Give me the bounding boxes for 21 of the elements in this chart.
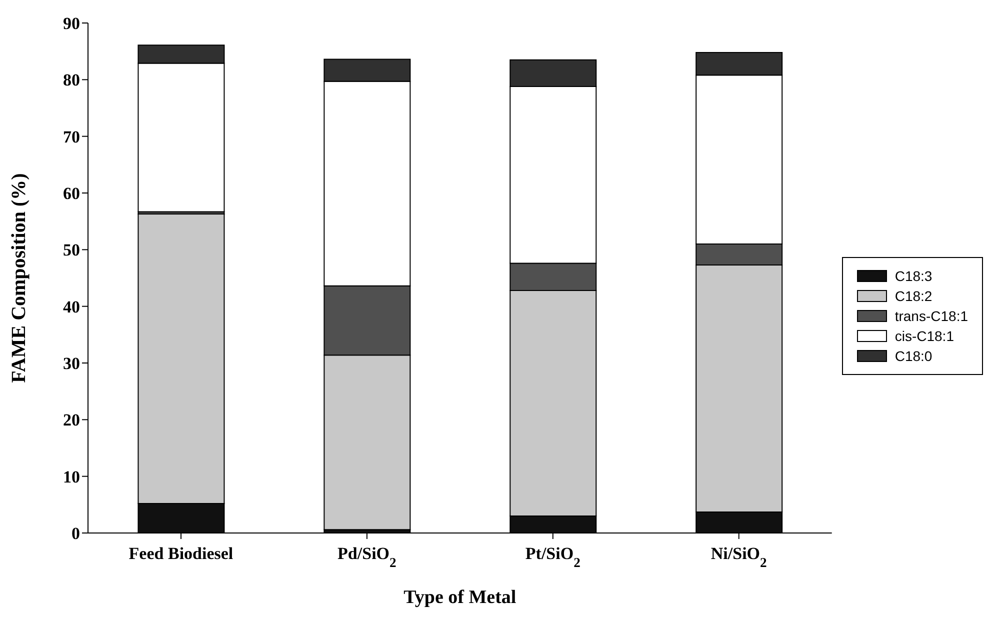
y-tick-label: 90 [63,14,80,34]
x-tick-label: Ni/SiO$_{2}$ [710,544,768,570]
legend-label: cis-C18:1 [894,326,954,346]
x-tick-label: Feed Biodiesel [128,544,234,563]
legend-label: C18:0 [894,346,932,366]
legend-label: trans-C18:1 [894,306,968,326]
y-axis-title: FAME Composition (%) [8,173,30,383]
y-tick-label: 30 [63,354,80,374]
y-tick-label: 0 [72,524,80,544]
legend-label: C18:2 [894,286,932,306]
y-tick-label: 50 [63,240,80,260]
x-tick-label: Pt/SiO$_{2}$ [525,544,581,570]
y-tick-label: 60 [63,184,80,204]
y-tick-label: 10 [63,467,80,486]
legend-label: C18:3 [894,266,932,286]
y-tick-label: 20 [63,410,80,430]
x-axis-title: Type of Metal [404,587,516,608]
x-tick-label: Pd/SiO$_{2}$ [338,544,397,570]
y-tick-label: 80 [63,70,80,90]
y-tick-label: 70 [63,127,80,146]
y-tick-label: 40 [63,297,80,316]
